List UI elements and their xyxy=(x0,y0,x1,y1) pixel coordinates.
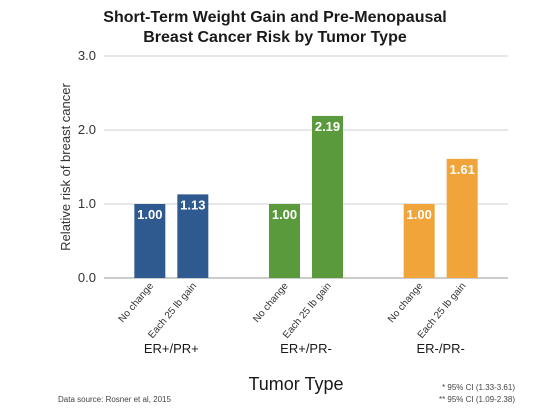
bar-value-label: 1.61 xyxy=(450,162,475,177)
bar xyxy=(312,115,343,278)
chart-title-line-1: Short-Term Weight Gain and Pre-Menopausa… xyxy=(103,9,446,26)
y-tick-label: 0.0 xyxy=(78,270,96,285)
bar xyxy=(446,158,478,278)
bar xyxy=(134,204,166,278)
y-tick-label: 3.0 xyxy=(78,48,96,63)
y-tick-label: 1.0 xyxy=(78,196,96,211)
chart-title-line-2: Breast Cancer Risk by Tumor Type xyxy=(143,29,407,46)
bar-value-label: 1.13 xyxy=(180,197,205,212)
gridlines xyxy=(104,55,508,279)
bar-value-label: 1.00 xyxy=(407,207,432,222)
group-labels: ER+/PR+ ER+/PR- ER-/PR- xyxy=(144,341,465,356)
y-axis-ticks: 0.0 1.0 2.0 3.0 xyxy=(78,48,96,285)
x-axis-label: Tumor Type xyxy=(248,374,343,394)
category-label: No change xyxy=(117,281,157,325)
footnote-2: ** 95% CI (1.09-2.38) xyxy=(439,395,515,404)
category-label: No change xyxy=(251,281,291,325)
bar-value-label: 1.00 xyxy=(272,207,297,222)
bar-value-label: 1.00 xyxy=(137,207,162,222)
bar xyxy=(403,204,435,278)
footnote-1: * 95% CI (1.33-3.61) xyxy=(442,383,515,392)
data-source: Data source: Rosner et al, 2015 xyxy=(58,395,172,404)
category-label: No change xyxy=(386,281,426,325)
bar xyxy=(269,204,300,278)
bar-value-label: 2.19 xyxy=(315,119,340,134)
y-tick-label: 2.0 xyxy=(78,122,96,137)
group-label: ER+/PR+ xyxy=(144,341,199,356)
y-axis-label: Relative risk of breast cancer xyxy=(58,83,73,251)
bars xyxy=(134,115,478,278)
bar-labels: 1.00 1.13 1.00 2.19 1.00 1.61 xyxy=(137,119,475,222)
bar xyxy=(177,194,209,278)
group-label: ER+/PR- xyxy=(280,341,332,356)
group-label: ER-/PR- xyxy=(416,341,464,356)
